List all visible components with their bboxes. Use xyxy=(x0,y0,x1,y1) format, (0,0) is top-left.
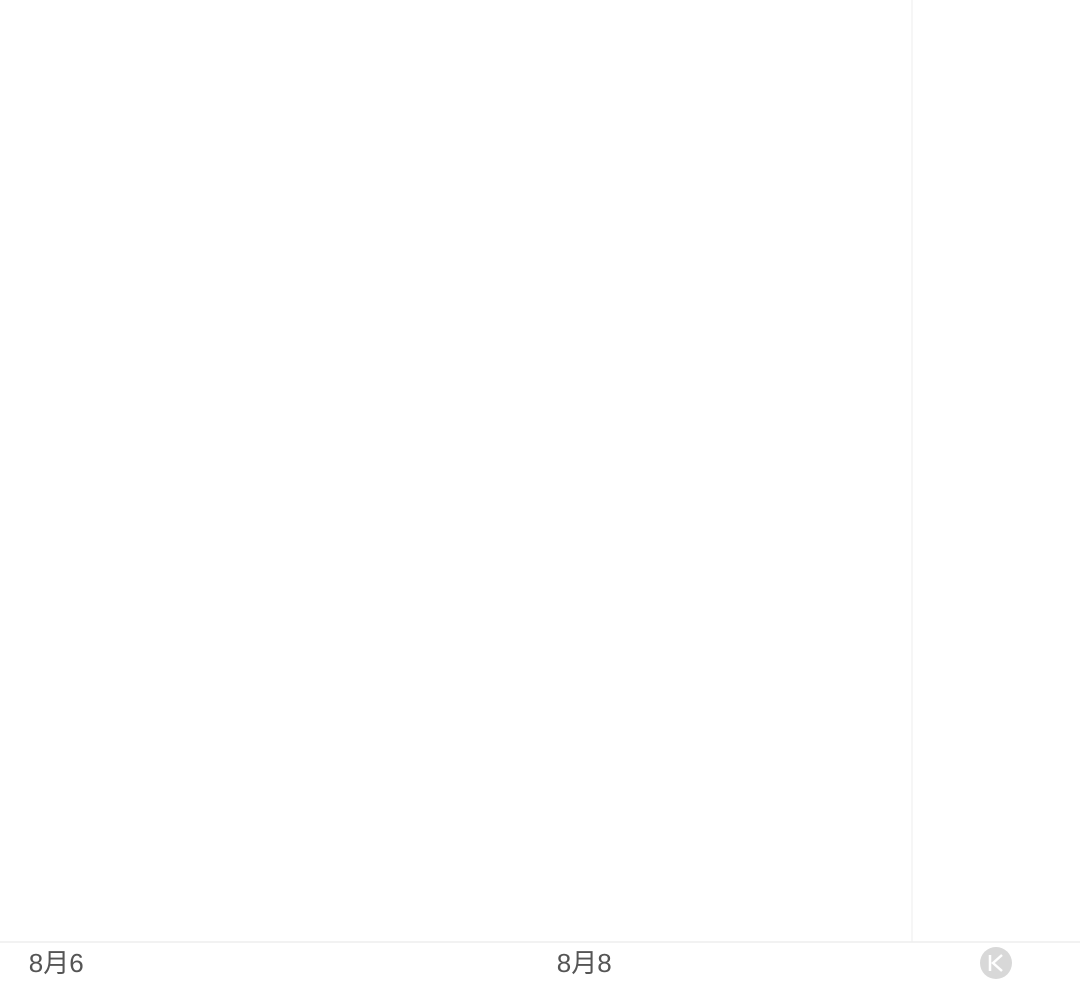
collapse-icon xyxy=(988,954,1003,972)
x-tick-label: 8月6 xyxy=(29,948,84,978)
x-tick-label: 8月8 xyxy=(557,948,612,978)
collapse-button-circle xyxy=(980,947,1012,979)
y-axis-panel: 3550360036503700375038003850390039504000… xyxy=(29,948,612,978)
collapse-button[interactable] xyxy=(980,947,1012,979)
grid-layer xyxy=(0,0,1080,943)
